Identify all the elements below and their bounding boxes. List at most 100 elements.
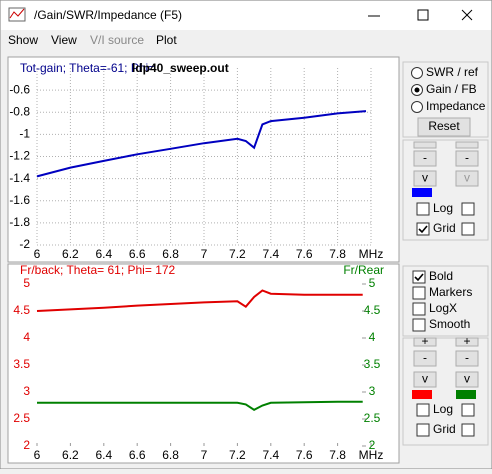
button-label[interactable]: v	[422, 372, 428, 386]
x-tick-label: 7	[201, 247, 208, 261]
y-tick-label: 2	[23, 438, 30, 452]
y-tick-label: 2.5	[13, 411, 30, 425]
button-label[interactable]: v	[464, 171, 470, 185]
button[interactable]	[413, 371, 437, 388]
x-tick-label: 7.2	[229, 247, 246, 261]
button[interactable]	[417, 117, 471, 137]
upper-chart-panel	[7, 56, 400, 263]
y2-label: Fr/Rear	[343, 263, 384, 277]
x-tick-label: 7.8	[329, 448, 346, 462]
checkbox[interactable]	[412, 318, 426, 332]
button-label[interactable]: +	[421, 334, 428, 348]
button-label[interactable]: -	[423, 151, 427, 165]
lower-chart-panel	[7, 263, 400, 464]
y2-tick-label: 2.5	[364, 411, 381, 425]
button-label[interactable]: v	[422, 171, 428, 185]
checkbox[interactable]	[416, 423, 430, 437]
checkbox-label[interactable]: LogX	[429, 301, 457, 315]
x-tick-label: 7.4	[262, 247, 279, 261]
button-label[interactable]: +	[463, 334, 470, 348]
x-tick-label: 6.4	[95, 448, 112, 462]
button[interactable]	[413, 337, 437, 347]
y-tick-label: 4.5	[13, 303, 30, 317]
close-button[interactable]	[461, 9, 473, 21]
button[interactable]	[455, 170, 479, 187]
y2-tick-label: 3.5	[364, 357, 381, 371]
x-tick-label: 7.4	[262, 448, 279, 462]
button-label[interactable]: -	[423, 351, 427, 365]
menu-item[interactable]: V/I source	[90, 33, 144, 47]
color-swatch[interactable]	[412, 188, 432, 197]
y-tick-label: -2	[19, 237, 30, 251]
maximize-button[interactable]	[417, 9, 429, 21]
button-label[interactable]: v	[464, 372, 470, 386]
radio-label[interactable]: SWR / ref	[426, 65, 479, 79]
button[interactable]	[455, 350, 479, 367]
checkbox[interactable]	[461, 222, 475, 236]
y-tick-label: 5	[23, 276, 30, 290]
radio-label[interactable]: Gain / FB	[426, 82, 477, 96]
checkbox[interactable]	[461, 403, 475, 417]
radio-button[interactable]	[411, 101, 423, 113]
x-tick-label: 7.6	[296, 247, 313, 261]
y2-tick-label: 5	[369, 276, 376, 290]
button-label[interactable]: Reset	[428, 119, 460, 133]
button[interactable]	[455, 337, 479, 347]
checkbox-label[interactable]: Grid	[433, 221, 456, 235]
button[interactable]	[413, 150, 437, 167]
color-swatch[interactable]	[456, 390, 476, 399]
x-tick-label: 6.6	[129, 247, 146, 261]
checkbox-label[interactable]: Smooth	[429, 317, 470, 331]
checkbox[interactable]	[412, 286, 426, 300]
menu-item[interactable]: View	[51, 33, 77, 47]
button[interactable]	[413, 141, 437, 149]
checkbox[interactable]	[461, 202, 475, 216]
menu-item[interactable]: Show	[8, 33, 38, 47]
group-box	[402, 337, 489, 446]
checkbox-label[interactable]: Grid	[433, 422, 456, 436]
checkbox[interactable]	[412, 302, 426, 316]
x-tick-label: 7.8	[329, 247, 346, 261]
window-title: /Gain/SWR/Impedance (F5)	[34, 8, 182, 22]
x-tick-label: 6.8	[162, 247, 179, 261]
checkbox[interactable]	[416, 222, 430, 236]
checkbox-label[interactable]: Markers	[429, 285, 472, 299]
x-tick-label: 6	[34, 247, 41, 261]
x-tick-label: 6.4	[95, 247, 112, 261]
y2-tick-label: 4.5	[364, 303, 381, 317]
x-tick-label: 7.2	[229, 448, 246, 462]
button-label[interactable]: -	[465, 351, 469, 365]
group-box	[402, 139, 489, 241]
color-swatch[interactable]	[412, 390, 432, 399]
button[interactable]	[413, 350, 437, 367]
checkbox[interactable]	[416, 403, 430, 417]
y-tick-label: -1.2	[9, 149, 30, 163]
x-tick-label: 6.2	[62, 247, 79, 261]
file-name: ldp40_sweep.out	[132, 61, 229, 75]
y-tick-label: 4	[23, 330, 30, 344]
button-label[interactable]: -	[465, 151, 469, 165]
checkbox[interactable]	[461, 423, 475, 437]
group-box	[402, 61, 489, 138]
y-tick-label: -1.8	[9, 215, 30, 229]
radio-dot	[414, 87, 420, 93]
button[interactable]	[455, 150, 479, 167]
x-tick-label: 6.2	[62, 448, 79, 462]
data-line	[37, 400, 363, 411]
x-tick-label: 7	[201, 448, 208, 462]
button[interactable]	[455, 141, 479, 149]
checkbox-label[interactable]: Log	[433, 402, 453, 416]
button[interactable]	[413, 170, 437, 187]
checkbox[interactable]	[412, 270, 426, 284]
checkbox-label[interactable]: Bold	[429, 269, 453, 283]
button[interactable]	[455, 371, 479, 388]
group-box	[402, 265, 489, 337]
radio-button[interactable]	[411, 67, 423, 79]
data-line	[36, 289, 363, 312]
menu-item[interactable]: Plot	[156, 33, 177, 47]
checkbox[interactable]	[416, 202, 430, 216]
radio-label[interactable]: Impedance	[426, 99, 486, 113]
y2-tick-label: 4	[369, 330, 376, 344]
checkbox-label[interactable]: Log	[433, 201, 453, 215]
x-tick-label: 6.6	[129, 448, 146, 462]
